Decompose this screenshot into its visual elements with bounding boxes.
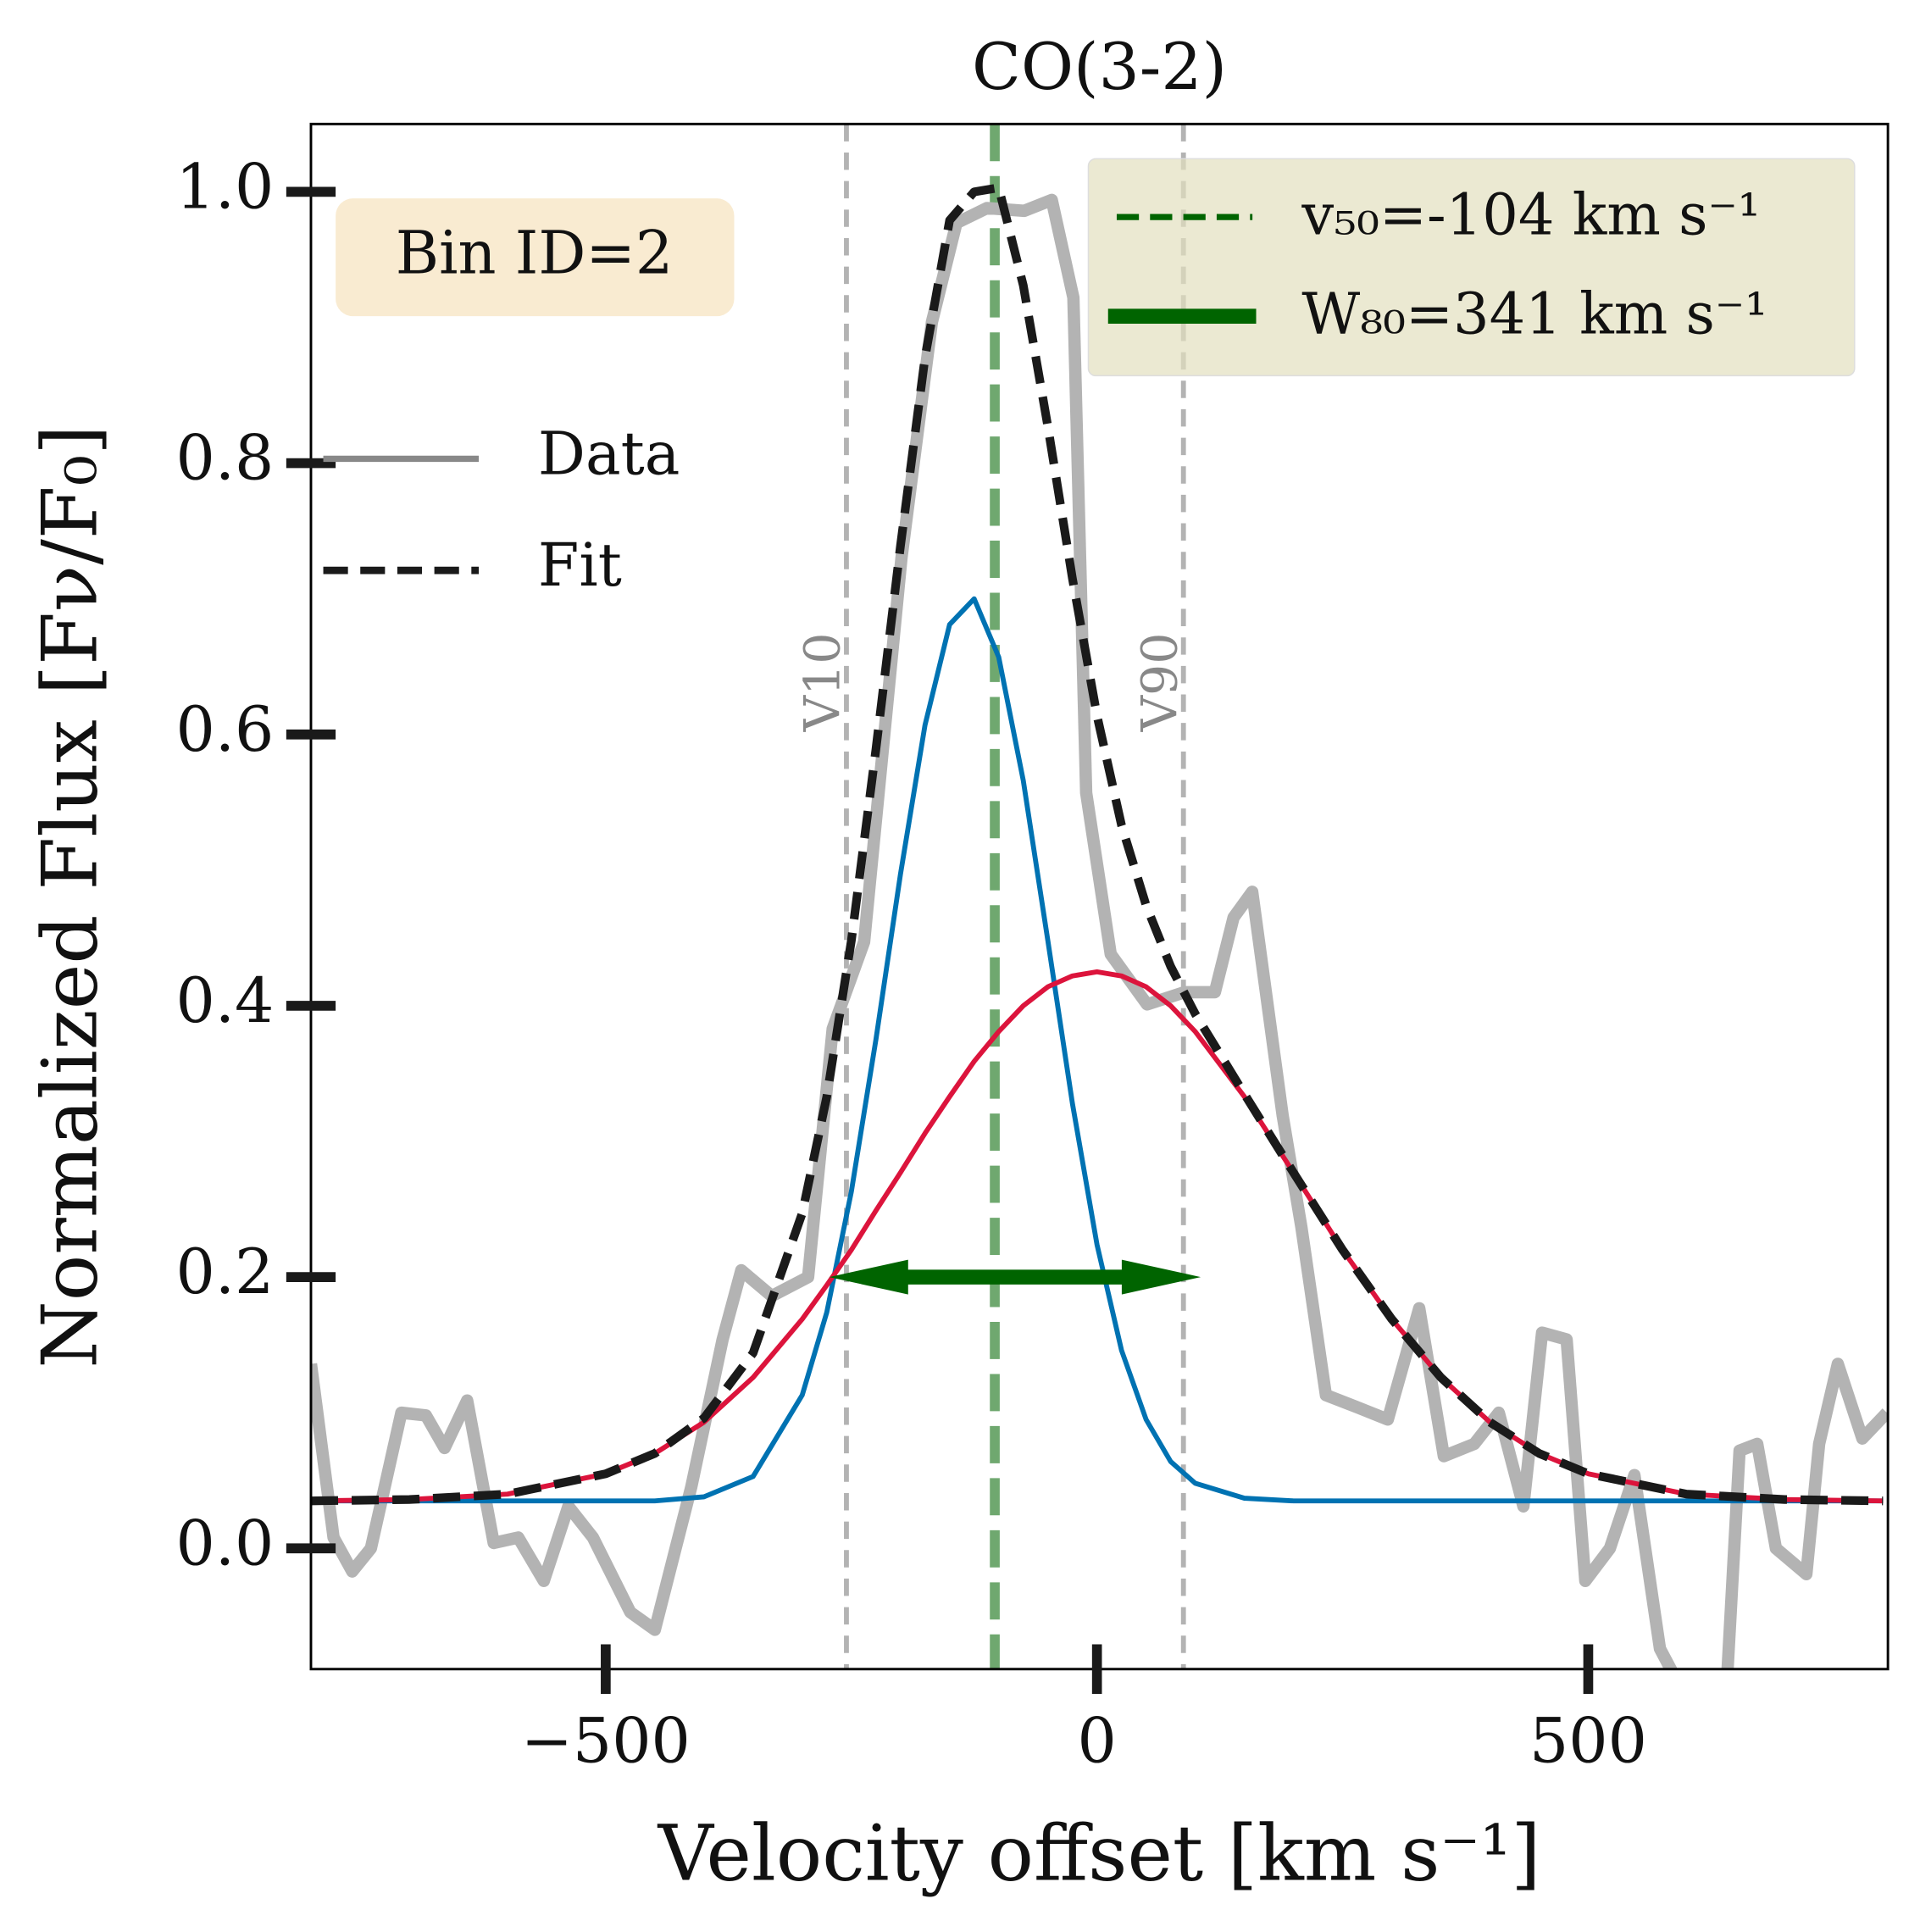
series-line (310, 969, 1884, 1504)
arrow-head (1121, 1259, 1201, 1295)
x-tick-label: −500 (521, 1705, 691, 1777)
percentile-label: V10 (794, 633, 852, 733)
chart-title: CO(3-2) (972, 30, 1227, 104)
series-line (310, 183, 1884, 1506)
percentile-label: V90 (1131, 633, 1189, 733)
x-axis-label: Velocity offset [km s⁻¹] (658, 1809, 1541, 1898)
y-tick-label: 0.8 (176, 422, 275, 494)
arrow-head (829, 1259, 908, 1295)
y-tick-label: 0.0 (176, 1507, 275, 1579)
plot-area (310, 124, 1889, 1669)
legend-label: W₈₀=341 km s⁻¹ (1301, 280, 1767, 347)
y-tick-label: 0.2 (176, 1236, 275, 1308)
overlay: 0.0 0.2 0.4 0.6 0.8 1.0 −500 0 500 V10 V90 Data Fit v… (176, 151, 1768, 1777)
y-tick-label: 0.4 (176, 965, 275, 1037)
legend-box (1087, 158, 1856, 377)
series-line (310, 596, 1884, 1504)
legend-label: Fit (538, 530, 622, 600)
x-tick-label: 500 (1529, 1705, 1647, 1777)
x-tick-label: 0 (1078, 1705, 1117, 1777)
legend-label: v₅₀=-104 km s⁻¹ (1301, 181, 1760, 247)
legend-label: Data (538, 419, 680, 488)
annotation-box (336, 198, 735, 317)
annotation: Bin ID=2 (396, 218, 674, 287)
y-axis-label: Normalized Flux [Fν/F₀] (26, 425, 115, 1368)
y-tick-label: 0.6 (176, 694, 275, 766)
y-tick-label: 1.0 (176, 151, 275, 223)
